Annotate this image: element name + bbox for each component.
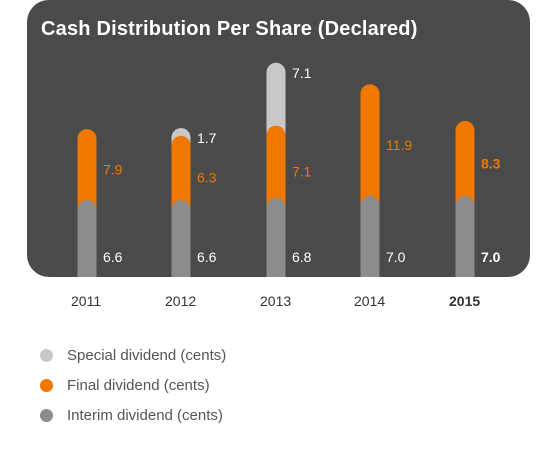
data-label-2013-0: 6.8 <box>292 249 312 265</box>
legend-swatch <box>40 348 53 362</box>
bar-segment-2013-0 <box>266 198 286 277</box>
data-label-2015-0: 7.0 <box>481 249 501 265</box>
bar-segment-2014-1 <box>360 84 380 216</box>
data-label-2011-0: 6.6 <box>103 249 123 265</box>
x-tick-label: 2012 <box>165 293 196 309</box>
data-label-2014-0: 7.0 <box>386 249 406 265</box>
chart-legend: Special dividend (cents) Final dividend (… <box>40 340 226 430</box>
legend-label: Special dividend (cents) <box>67 346 227 364</box>
bar-segment-2013-2 <box>266 62 286 145</box>
data-label-2011-1: 7.9 <box>103 161 123 177</box>
data-label-2013-1: 7.1 <box>292 163 312 179</box>
data-label-2012-2: 1.7 <box>197 130 217 146</box>
legend-label: Final dividend (cents) <box>67 376 210 394</box>
legend-item: Interim dividend (cents) <box>40 400 226 430</box>
bar-segment-2015-0 <box>455 196 475 277</box>
data-label-2014-1: 11.9 <box>386 137 412 153</box>
legend-swatch <box>40 378 53 392</box>
x-tick-label: 2014 <box>354 293 385 309</box>
data-label-2012-1: 6.3 <box>197 170 217 186</box>
chart-title: Cash Distribution Per Share (Declared) <box>41 18 418 40</box>
legend-label: Interim dividend (cents) <box>67 406 223 424</box>
data-label-2013-2: 7.1 <box>292 65 312 81</box>
legend-item: Special dividend (cents) <box>40 340 226 370</box>
data-label-2015-1: 8.3 <box>481 155 501 171</box>
x-tick-label: 2013 <box>260 293 291 309</box>
legend-item: Final dividend (cents) <box>40 370 226 400</box>
bar-segment-2014-0 <box>360 196 380 277</box>
bar-segment-2011-0 <box>77 200 97 277</box>
data-label-2012-0: 6.6 <box>197 249 217 265</box>
legend-swatch <box>40 408 53 422</box>
bar-segment-2011-1 <box>77 129 97 220</box>
x-tick-label: 2015 <box>449 293 480 309</box>
bars-group <box>77 62 475 277</box>
bar-segment-2015-1 <box>455 120 475 216</box>
x-tick-label: 2011 <box>71 293 101 309</box>
bar-segment-2012-1 <box>171 135 191 220</box>
bar-segment-2013-1 <box>266 125 286 218</box>
bar-segment-2012-0 <box>171 200 191 277</box>
